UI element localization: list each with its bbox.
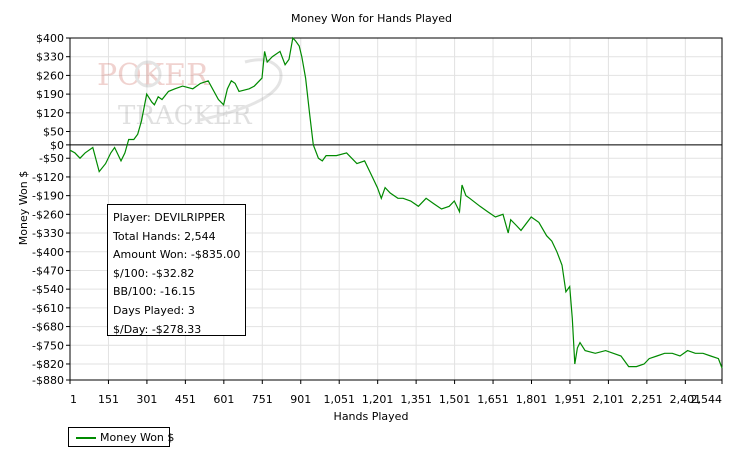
stat-days-played: Days Played: 3 xyxy=(113,303,195,317)
stat-amount-won: Amount Won: -$835.00 xyxy=(113,248,241,262)
y-tick-label-5: $50 xyxy=(43,126,64,139)
x-axis-title: Hands Played xyxy=(334,410,409,423)
series-line-money-won xyxy=(69,36,723,369)
x-tick-label-9: 1,351 xyxy=(400,393,432,406)
x-tick-label-10: 1,501 xyxy=(439,393,471,406)
watermark-swoosh xyxy=(199,58,283,122)
x-tick-label-7: 1,051 xyxy=(323,393,355,406)
y-tick-label-12: -$400 xyxy=(32,246,64,259)
y-axis-title: Money Won $ xyxy=(17,171,30,245)
y-tick-label-11: -$330 xyxy=(32,227,64,240)
x-tick-label-1: 151 xyxy=(98,393,119,406)
y-tick-label-10: -$260 xyxy=(32,208,64,221)
y-tick-label-15: -$610 xyxy=(32,302,64,315)
x-axis-ticks: 1 151 301 451 601 751 901 1,051 1,201 1,351 1,501 1… xyxy=(69,380,723,406)
stat-player: Player: DEVILRIPPER xyxy=(113,211,226,224)
legend-label-money-won: Money Won $ xyxy=(100,431,175,444)
y-tick-label-8: -$120 xyxy=(32,171,64,184)
x-tick-label-11: 1,651 xyxy=(477,393,509,406)
stat-per-100: $/100: -$32.82 xyxy=(113,266,195,280)
chart-legend: Money Won $ xyxy=(68,427,174,447)
y-tick-label-16: -$680 xyxy=(32,321,64,334)
y-tick-label-2: $260 xyxy=(36,69,64,82)
x-tick-label-3: 451 xyxy=(175,393,196,406)
watermark-chip-icon xyxy=(134,60,162,88)
y-tick-label-0: $400 xyxy=(36,32,64,45)
y-tick-label-3: $190 xyxy=(36,88,64,101)
x-tick-label-8: 1,201 xyxy=(362,393,394,406)
watermark-line-2: TRACKER xyxy=(118,101,253,131)
y-tick-label-6: $0 xyxy=(50,139,64,152)
stat-total-hands: Total Hands: 2,544 xyxy=(113,229,216,243)
x-tick-label-16: 2,401 xyxy=(670,393,702,406)
x-tick-label-15: 2,251 xyxy=(631,393,663,406)
x-tick-label-0: 1 xyxy=(70,393,77,406)
y-tick-label-9: -$190 xyxy=(32,190,64,203)
x-tick-label-4: 601 xyxy=(213,393,234,406)
plot-area-frame xyxy=(69,37,723,381)
y-tick-label-7: -$50 xyxy=(39,152,64,165)
stat-bb-100: BB/100: -16.15 xyxy=(113,285,196,299)
stat-per-day: $/Day: -$278.33 xyxy=(113,322,202,336)
legend-swatch-money-won xyxy=(76,437,96,439)
x-tick-label-6: 901 xyxy=(290,393,311,406)
x-tick-label-2: 301 xyxy=(136,393,157,406)
y-axis-ticks: $400 $330 $260 $190 $120 $50$0-$50 -$120 -$190 -… xyxy=(32,32,70,387)
x-tick-label-13: 1,951 xyxy=(554,393,586,406)
y-tick-label-1: $330 xyxy=(36,51,64,64)
y-tick-label-4: $120 xyxy=(36,107,64,120)
chart-title: Money Won for Hands Played xyxy=(291,12,452,25)
x-tick-label-12: 1,801 xyxy=(516,393,548,406)
y-tick-label-17: -$750 xyxy=(32,339,64,352)
player-stats-box: Player: DEVILRIPPER Total Hands: 2,544 A… xyxy=(107,204,246,336)
watermark-line-1: POKER xyxy=(97,58,210,93)
y-tick-label-19: -$880 xyxy=(32,374,64,387)
x-tick-label-5: 751 xyxy=(252,393,273,406)
y-tick-label-14: -$540 xyxy=(32,283,64,296)
y-tick-label-13: -$470 xyxy=(32,264,64,277)
x-tick-label-17: 2,544 xyxy=(691,393,723,406)
x-tick-label-14: 2,101 xyxy=(593,393,625,406)
y-tick-label-18: -$820 xyxy=(32,358,64,371)
